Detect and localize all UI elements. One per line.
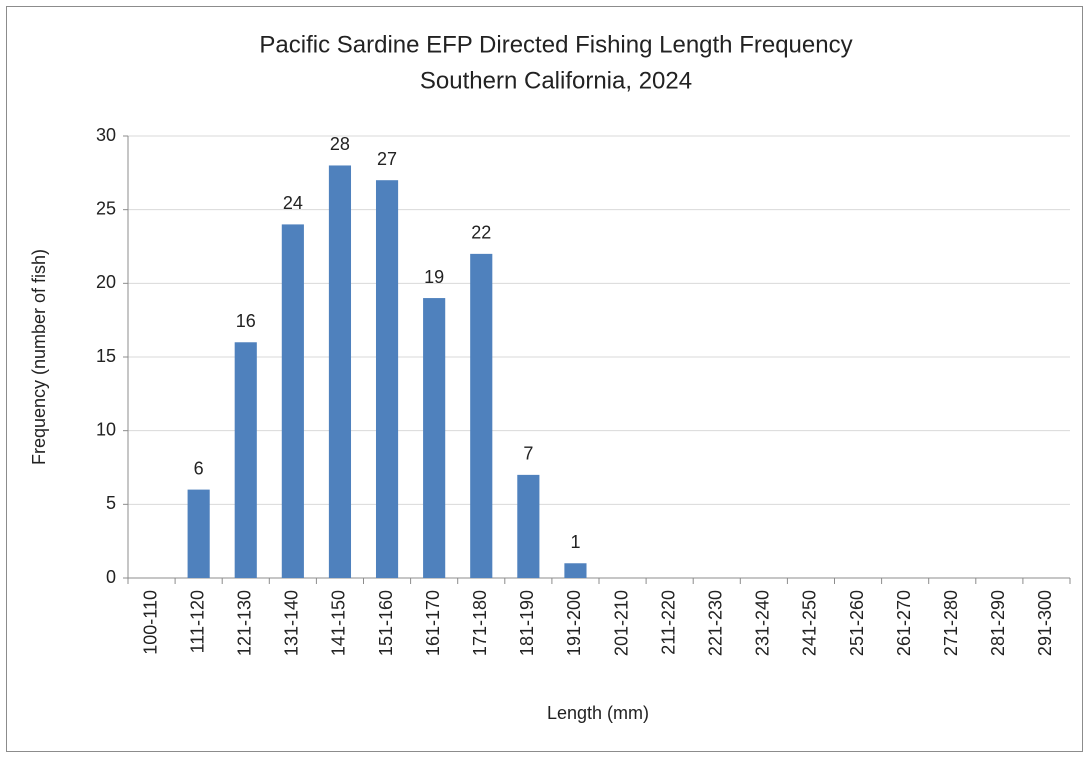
x-tick-label: 181-190: [517, 590, 537, 656]
data-label: 24: [283, 193, 303, 213]
x-tick-label: 201-210: [611, 590, 631, 656]
chart-border: [6, 6, 1083, 752]
bar: [187, 489, 210, 578]
x-axis-label: Length (mm): [547, 703, 649, 723]
x-tick-label: 121-130: [235, 590, 255, 656]
x-tick-label: 281-290: [988, 590, 1008, 656]
x-tick-label: 261-270: [894, 590, 914, 656]
data-label: 1: [570, 532, 580, 552]
bar: [470, 253, 493, 578]
bar: [281, 224, 304, 578]
data-label: 7: [523, 444, 533, 464]
chart-subtitle: Southern California, 2024: [420, 67, 692, 94]
bar: [328, 165, 352, 578]
y-tick-label: 5: [106, 493, 116, 513]
bar: [234, 342, 257, 578]
x-tick-label: 271-280: [941, 590, 961, 656]
y-tick-label: 20: [96, 272, 116, 292]
y-tick-label: 25: [96, 198, 116, 218]
y-axis-label: Frequency (number of fish): [29, 249, 49, 465]
x-tick-label: 161-170: [423, 590, 443, 656]
data-label: 19: [424, 267, 444, 287]
x-tick-label: 131-140: [282, 590, 302, 656]
x-tick-label: 100-110: [140, 590, 160, 655]
x-tick-label: 241-250: [800, 590, 820, 656]
x-tick-label: 141-150: [329, 590, 349, 656]
x-tick-label: 221-230: [706, 590, 726, 656]
y-tick-label: 15: [96, 346, 116, 366]
data-label: 28: [330, 134, 350, 154]
x-tick-label: 211-220: [658, 590, 678, 655]
data-label: 16: [236, 311, 256, 331]
y-tick-label: 30: [96, 125, 116, 145]
x-tick-label: 191-200: [564, 590, 584, 656]
data-label: 27: [377, 149, 397, 169]
data-label: 6: [194, 458, 204, 478]
x-tick-label: 251-260: [847, 590, 867, 656]
x-tick-label: 171-180: [470, 590, 490, 656]
bar: [564, 563, 587, 578]
bar: [517, 474, 540, 578]
bar: [423, 298, 446, 578]
x-tick-label: 291-300: [1035, 590, 1055, 656]
x-tick-label: 151-160: [376, 590, 396, 656]
chart-title: Pacific Sardine EFP Directed Fishing Len…: [259, 31, 852, 58]
x-tick-label: 111-120: [187, 590, 207, 653]
y-tick-label: 0: [106, 567, 116, 587]
data-label: 22: [471, 223, 491, 243]
x-tick-label: 231-240: [753, 590, 773, 656]
y-tick-label: 10: [96, 419, 116, 439]
bar: [375, 180, 399, 578]
